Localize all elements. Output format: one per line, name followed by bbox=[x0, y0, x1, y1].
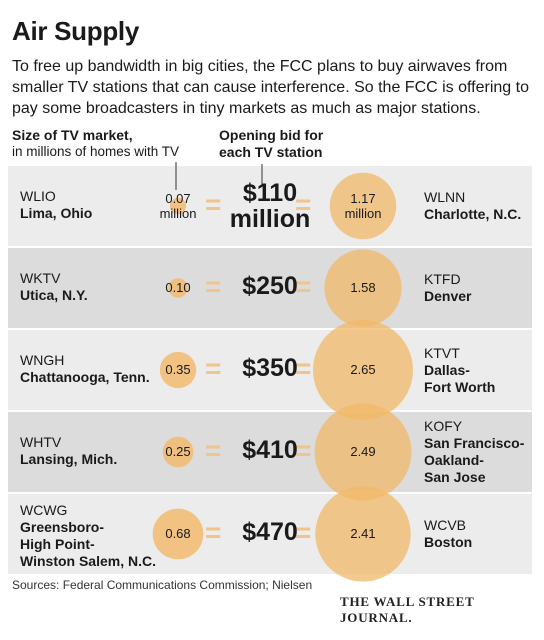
large-market-value: 1.58 bbox=[323, 280, 403, 295]
large-market-bubble bbox=[315, 486, 411, 582]
left-column-header: Size of TV market, in millions of homes … bbox=[12, 127, 179, 160]
small-market-bubble bbox=[169, 197, 187, 215]
equals-sign-left: = bbox=[205, 271, 222, 302]
small-market-bubble bbox=[152, 508, 204, 560]
large-station-call: KTVT bbox=[424, 344, 460, 361]
equals-sign-right: = bbox=[295, 189, 312, 220]
large-station-label: WCVB Boston bbox=[424, 517, 472, 551]
large-market-bubble bbox=[324, 249, 402, 327]
large-station-city: Denver bbox=[424, 288, 472, 304]
small-station-call: WHTV bbox=[20, 434, 62, 450]
large-station-call: KOFY bbox=[424, 418, 463, 434]
large-market-value-text: 2.41 bbox=[350, 526, 376, 541]
equals-sign-right: = bbox=[295, 271, 312, 302]
small-station-label: WKTV Utica, N.Y. bbox=[20, 270, 88, 304]
small-station-city: Greensboro- High Point- Winston Salem, N… bbox=[20, 519, 157, 569]
row-background bbox=[8, 248, 532, 328]
large-market-value: 2.65 bbox=[323, 362, 403, 377]
small-station-city: Lima, Ohio bbox=[20, 205, 93, 221]
row-background bbox=[8, 412, 532, 492]
small-market-unit: million bbox=[159, 206, 197, 221]
large-market-unit: million bbox=[344, 206, 382, 221]
small-market-bubble bbox=[168, 278, 188, 298]
small-market-value: 0.07 million bbox=[148, 191, 208, 221]
large-market-value: 2.49 bbox=[323, 444, 403, 459]
small-station-label: WCWG Greensboro- High Point- Winston Sale… bbox=[20, 502, 156, 570]
small-station-city: Utica, N.Y. bbox=[20, 287, 88, 303]
equals-sign-left: = bbox=[205, 353, 222, 384]
small-station-city: Lansing, Mich. bbox=[20, 451, 118, 467]
large-market-value-text: 1.17 bbox=[350, 191, 376, 206]
small-market-value-text: 0.10 bbox=[165, 280, 191, 295]
large-station-label: KOFY San Francisco- Oakland- San Jose bbox=[424, 418, 524, 486]
small-market-value: 0.35 bbox=[148, 362, 208, 377]
opening-bid: $110 million bbox=[220, 180, 320, 232]
large-market-value: 1.17 million bbox=[323, 191, 403, 221]
equals-sign-right: = bbox=[295, 435, 312, 466]
equals-sign-left: = bbox=[205, 189, 222, 220]
mid-header-line2: each TV station bbox=[219, 144, 323, 160]
small-station-call: WCWG bbox=[20, 502, 68, 518]
row-background bbox=[8, 494, 532, 574]
equals-sign-left: = bbox=[205, 435, 222, 466]
opening-bid: $470 bbox=[220, 518, 320, 547]
large-market-bubble bbox=[329, 172, 397, 240]
opening-bid-value: $110 bbox=[242, 179, 298, 207]
mid-header-line1: Opening bid for bbox=[219, 127, 324, 143]
large-station-label: KTFD Denver bbox=[424, 271, 471, 305]
publisher-logo: THE WALL STREET JOURNAL. bbox=[340, 594, 475, 625]
small-station-label: WLIO Lima, Ohio bbox=[20, 188, 92, 222]
chart-subtitle: To free up bandwidth in big cities, the … bbox=[12, 58, 529, 117]
large-station-city: Charlotte, N.C. bbox=[424, 206, 522, 222]
small-market-value-text: 0.25 bbox=[165, 444, 191, 459]
large-market-bubble bbox=[313, 320, 413, 420]
large-station-city: Dallas- Fort Worth bbox=[424, 361, 496, 395]
mid-column-header: Opening bid for each TV station bbox=[219, 127, 323, 161]
large-station-label: WLNN Charlotte, N.C. bbox=[424, 189, 521, 223]
opening-bid-unit: million bbox=[229, 205, 311, 233]
equals-sign-right: = bbox=[295, 353, 312, 384]
left-header-sub: in millions of homes with TV bbox=[12, 144, 180, 159]
large-market-value-text: 2.65 bbox=[350, 362, 376, 377]
small-station-city: Chattanooga, Tenn. bbox=[20, 369, 150, 385]
opening-bid-value: $250 bbox=[242, 272, 298, 300]
opening-bid: $250 bbox=[220, 272, 320, 301]
large-market-value-text: 2.49 bbox=[350, 444, 376, 459]
small-market-value: 0.25 bbox=[148, 444, 208, 459]
row-background bbox=[8, 166, 532, 246]
opening-bid-value: $470 bbox=[242, 518, 298, 546]
row-background bbox=[8, 330, 532, 410]
equals-sign-left: = bbox=[205, 517, 222, 548]
small-station-label: WNGH Chattanooga, Tenn. bbox=[20, 352, 150, 386]
opening-bid: $410 bbox=[220, 436, 320, 465]
small-station-call: WLIO bbox=[20, 188, 56, 204]
left-header-bold: Size of TV market, bbox=[12, 127, 133, 143]
small-market-bubble bbox=[162, 436, 194, 468]
opening-bid-value: $350 bbox=[242, 354, 298, 382]
small-station-call: WNGH bbox=[20, 352, 65, 368]
equals-sign-right: = bbox=[295, 517, 312, 548]
small-market-bubble bbox=[159, 351, 197, 389]
chart-title: Air Supply bbox=[12, 16, 140, 46]
large-station-call: WLNN bbox=[424, 189, 466, 205]
small-market-value-text: 0.07 bbox=[165, 191, 191, 206]
small-market-value: 0.10 bbox=[148, 280, 208, 295]
small-market-value-text: 0.68 bbox=[165, 526, 191, 541]
large-station-label: KTVT Dallas- Fort Worth bbox=[424, 345, 495, 396]
large-market-value-text: 1.58 bbox=[350, 280, 376, 295]
large-station-call: WCVB bbox=[424, 517, 466, 533]
opening-bid: $350 bbox=[220, 354, 320, 383]
opening-bid-value: $410 bbox=[242, 436, 298, 464]
large-station-city: Boston bbox=[424, 534, 473, 550]
large-market-value: 2.41 bbox=[323, 526, 403, 541]
small-station-label: WHTV Lansing, Mich. bbox=[20, 434, 117, 468]
large-station-city: San Francisco- Oakland- San Jose bbox=[424, 435, 525, 485]
large-station-call: KTFD bbox=[424, 271, 461, 287]
source-note: Sources: Federal Communications Commissi… bbox=[12, 578, 313, 592]
small-market-value-text: 0.35 bbox=[165, 362, 191, 377]
large-market-bubble bbox=[314, 403, 412, 501]
small-station-call: WKTV bbox=[20, 270, 61, 286]
small-market-value: 0.68 bbox=[148, 526, 208, 541]
